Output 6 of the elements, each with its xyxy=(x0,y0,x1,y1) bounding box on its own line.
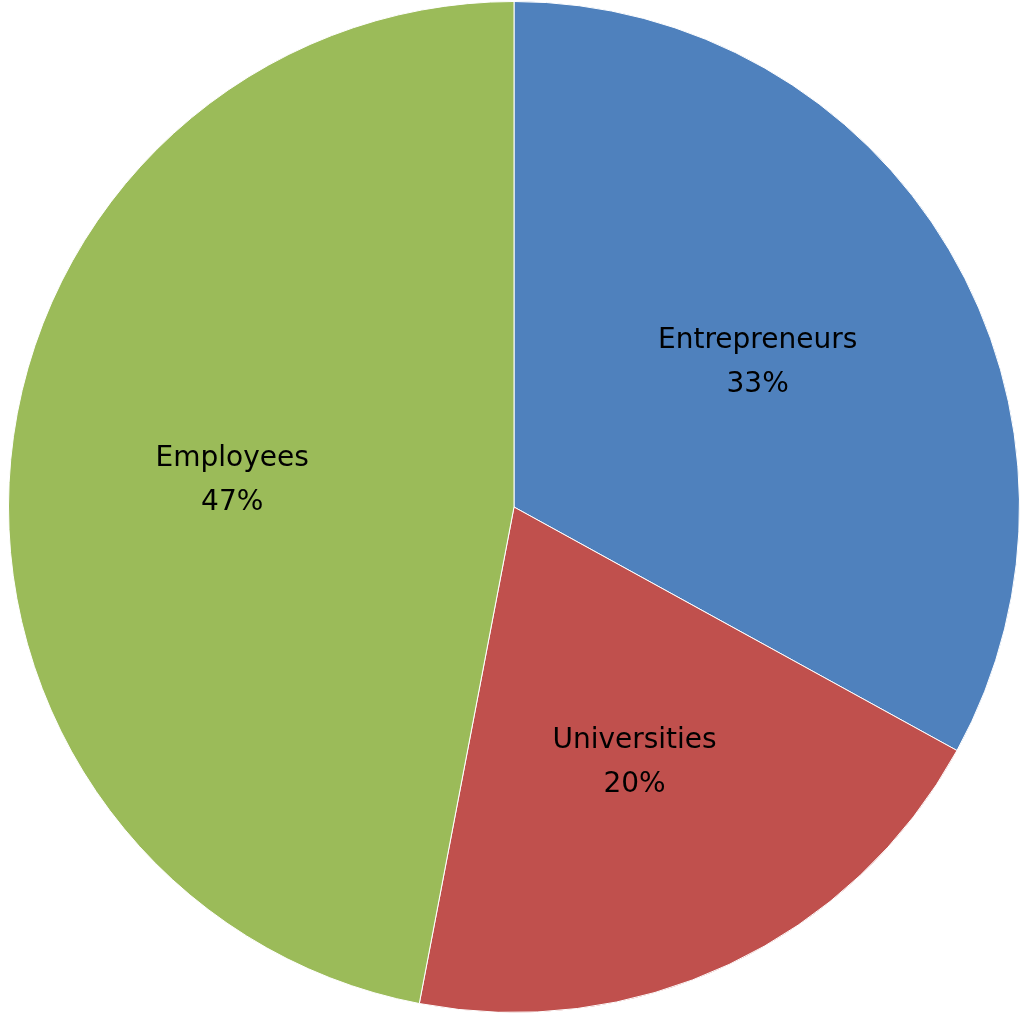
data-label: 47% xyxy=(201,483,264,517)
slice-label: Universities xyxy=(552,722,717,756)
slice-label: Entrepreneurs xyxy=(658,322,858,356)
slice-label: Employees xyxy=(155,439,309,473)
data-label: 33% xyxy=(726,366,789,400)
data-label: 20% xyxy=(603,766,666,800)
